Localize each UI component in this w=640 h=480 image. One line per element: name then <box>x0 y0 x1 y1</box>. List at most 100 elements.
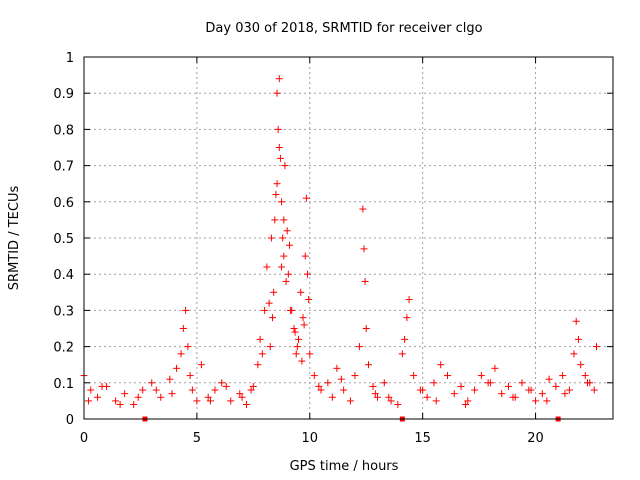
data-point <box>280 216 288 224</box>
data-point <box>457 382 465 390</box>
data-point <box>265 299 273 307</box>
data-point <box>279 234 287 242</box>
data-point <box>267 234 275 242</box>
data-point <box>152 386 160 394</box>
data-point <box>148 379 156 387</box>
data-point <box>94 393 102 401</box>
data-point <box>477 372 485 380</box>
data-point <box>315 382 323 390</box>
data-point <box>583 379 591 387</box>
data-point <box>543 397 551 405</box>
data-point <box>545 375 553 383</box>
data-point <box>168 390 176 398</box>
x-tick-label: 20 <box>527 431 544 446</box>
data-point <box>464 397 472 405</box>
data-point <box>85 397 93 405</box>
data-point <box>380 379 388 387</box>
data-point <box>116 401 124 409</box>
data-point <box>593 343 601 351</box>
data-point <box>581 372 589 380</box>
data-point <box>282 277 290 285</box>
data-point <box>471 386 479 394</box>
data-point <box>280 252 288 260</box>
data-point <box>256 335 264 343</box>
data-point <box>112 397 120 405</box>
axis-ticks <box>83 56 613 420</box>
grid-lines <box>84 57 613 419</box>
data-point <box>177 350 185 358</box>
data-point <box>121 390 129 398</box>
y-tick-label: 0.3 <box>53 304 74 319</box>
data-point <box>157 393 165 401</box>
y-tick-label: 0.4 <box>53 268 74 283</box>
x-tick-label: 15 <box>414 431 431 446</box>
data-point <box>574 335 582 343</box>
data-point <box>294 335 302 343</box>
data-point <box>403 314 411 322</box>
data-point <box>305 296 313 304</box>
data-point <box>450 390 458 398</box>
y-tick-label: 0 <box>66 413 74 428</box>
data-point <box>518 379 526 387</box>
data-point <box>300 321 308 329</box>
data-point <box>302 194 310 202</box>
data-point <box>387 397 395 405</box>
data-point <box>258 350 266 358</box>
data-point <box>275 75 283 83</box>
data-point <box>263 263 271 271</box>
y-tick-label: 0.6 <box>53 196 74 211</box>
data-point <box>285 241 293 249</box>
data-point <box>254 361 262 369</box>
data-point <box>287 306 295 314</box>
data-point <box>405 296 413 304</box>
y-tick-label: 1 <box>66 51 74 66</box>
data-point <box>134 393 142 401</box>
data-point <box>247 386 255 394</box>
data-point <box>249 382 257 390</box>
data-point <box>572 317 580 325</box>
data-point <box>317 386 325 394</box>
data-point <box>238 393 246 401</box>
data-point <box>298 357 306 365</box>
data-point <box>430 379 438 387</box>
data-point <box>218 379 226 387</box>
data-point <box>273 180 281 188</box>
data-point <box>301 252 309 260</box>
data-point <box>299 314 307 322</box>
data-point <box>197 361 205 369</box>
data-point <box>188 386 196 394</box>
data-point <box>173 364 181 372</box>
data-point <box>271 216 279 224</box>
data-point <box>398 350 406 358</box>
data-point <box>498 390 506 398</box>
data-point <box>333 364 341 372</box>
data-point <box>355 343 363 351</box>
data-point <box>401 335 409 343</box>
data-point <box>360 245 368 253</box>
data-point <box>281 162 289 170</box>
data-point <box>292 350 300 358</box>
data-point <box>139 386 147 394</box>
data-point <box>577 361 585 369</box>
data-point <box>351 372 359 380</box>
y-tick-label: 0.8 <box>53 123 74 138</box>
y-tick-label: 0.7 <box>53 160 74 175</box>
chart-title: Day 030 of 2018, SRMTID for receiver clg… <box>205 21 482 36</box>
data-point <box>532 397 540 405</box>
data-point <box>204 393 212 401</box>
data-point <box>276 154 284 162</box>
data-point <box>236 390 244 398</box>
data-point <box>486 379 494 387</box>
data-point <box>361 277 369 285</box>
y-tick-label: 0.2 <box>53 341 74 356</box>
data-point <box>385 393 393 401</box>
data-point <box>273 89 281 97</box>
data-point <box>243 401 251 409</box>
x-tick-label: 10 <box>302 431 319 446</box>
data-point <box>394 401 402 409</box>
axis-tick-labels: 00.10.20.30.40.50.60.70.80.910 5 10 15 20 <box>53 51 544 446</box>
data-point <box>538 390 546 398</box>
data-point <box>328 393 336 401</box>
data-point <box>423 393 431 401</box>
data-point <box>182 306 190 314</box>
